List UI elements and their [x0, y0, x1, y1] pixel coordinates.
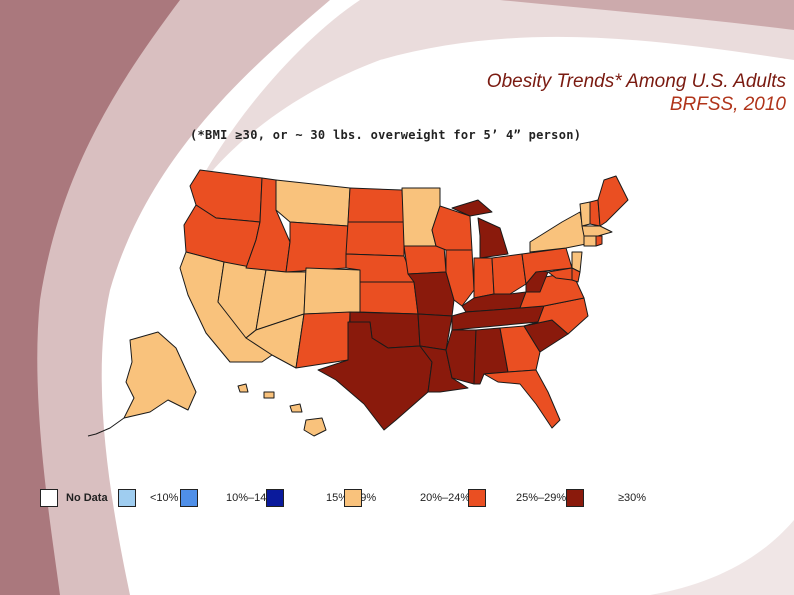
state-hi-maui	[289, 403, 303, 413]
state-in	[473, 257, 495, 299]
state-hi-big	[303, 417, 327, 437]
title-line1: Obesity Trends* Among U.S. Adults	[486, 71, 786, 92]
state-nm	[295, 311, 351, 369]
legend-label: 25%–29%	[516, 492, 567, 504]
state-ia	[403, 245, 447, 275]
state-ct	[583, 235, 597, 247]
state-ga	[499, 325, 541, 373]
legend-label: 20%–24%	[420, 492, 471, 504]
state-mi	[477, 217, 509, 259]
state-me	[597, 175, 629, 227]
alaska-aleutians	[87, 417, 125, 437]
state-ks	[359, 281, 419, 315]
legend-swatch	[566, 489, 584, 507]
legend-swatch	[468, 489, 486, 507]
subtitle: (*BMI ≥30, or ~ 30 lbs. overweight for 5…	[190, 128, 582, 142]
legend-swatch	[40, 489, 58, 507]
state-mt	[275, 179, 351, 227]
legend-label: <10%	[150, 492, 179, 504]
state-oh	[491, 253, 527, 295]
state-co	[303, 267, 361, 315]
state-ar	[417, 313, 453, 351]
state-ak	[123, 331, 197, 419]
legend-swatch	[266, 489, 284, 507]
legend-label: No Data	[66, 492, 108, 504]
legend-label: ≥30%	[618, 492, 647, 504]
state-ri	[595, 235, 603, 247]
state-hi-oahu	[263, 391, 275, 399]
legend-swatch	[118, 489, 136, 507]
state-vt	[579, 201, 591, 227]
state-tx	[317, 321, 433, 431]
legend: No Data <10% 10%–14% 15%–19% 20%–24% 25%…	[40, 487, 690, 513]
title-line2: BRFSS, 2010	[669, 94, 786, 115]
state-az	[245, 313, 305, 369]
legend-swatch	[180, 489, 198, 507]
state-sd	[345, 221, 405, 257]
title-block: Obesity Trends* Among U.S. Adults BRFSS,…	[487, 70, 786, 116]
state-ma	[581, 225, 613, 237]
state-nd	[347, 187, 405, 223]
state-ms	[445, 329, 477, 385]
state-mi-up	[451, 199, 493, 217]
state-md	[547, 267, 573, 281]
state-wy	[285, 221, 349, 273]
state-hi-kauai	[237, 383, 249, 393]
legend-swatch	[344, 489, 362, 507]
state-ny	[529, 211, 587, 253]
state-fl	[483, 369, 561, 429]
legend-label: 10%–14%	[226, 492, 277, 504]
